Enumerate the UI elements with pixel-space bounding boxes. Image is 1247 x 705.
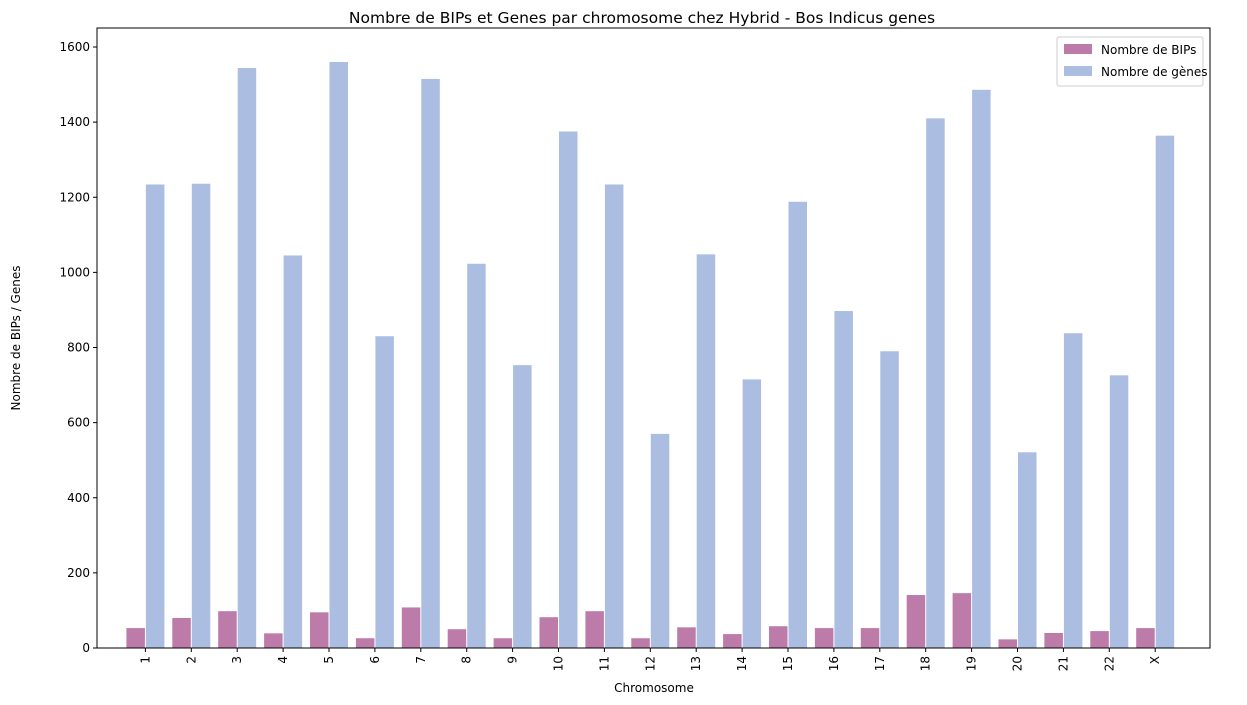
bar-bips-15 xyxy=(769,626,788,648)
bar-genes-21 xyxy=(1063,333,1083,648)
bar-bips-5 xyxy=(310,612,329,648)
y-axis-label: Nombre de BIPs / Genes xyxy=(9,266,23,411)
y-tick-label: 0 xyxy=(82,641,90,655)
x-tick-label: 19 xyxy=(965,656,979,671)
bar-genes-X xyxy=(1155,135,1175,648)
bar-bips-10 xyxy=(539,617,558,648)
y-tick-label: 200 xyxy=(67,566,90,580)
x-tick-label: 2 xyxy=(184,656,198,664)
bars-layer xyxy=(126,62,1175,649)
bar-bips-22 xyxy=(1090,631,1109,648)
bar-genes-9 xyxy=(513,365,532,648)
legend-label-bips: Nombre de BIPs xyxy=(1101,43,1196,57)
bar-genes-11 xyxy=(604,184,624,649)
bar-genes-2 xyxy=(191,183,211,649)
x-tick-label: 14 xyxy=(735,656,749,671)
x-tick-label: 17 xyxy=(873,656,887,671)
x-tick-label: 21 xyxy=(1056,656,1070,671)
y-tick-label: 1600 xyxy=(59,40,90,54)
bar-bips-17 xyxy=(860,628,880,648)
y-tick-label: 800 xyxy=(67,341,90,355)
bar-bips-2 xyxy=(172,617,191,648)
x-tick-label: 12 xyxy=(643,656,657,671)
bar-bips-3 xyxy=(218,611,237,648)
chart-title: Nombre de BIPs et Genes par chromosome c… xyxy=(349,9,935,27)
bar-bips-14 xyxy=(723,634,742,648)
bar-bips-16 xyxy=(814,628,834,648)
x-tick-label: 3 xyxy=(230,656,244,664)
bar-genes-1 xyxy=(145,184,165,649)
bar-bips-13 xyxy=(677,627,696,648)
bar-bips-9 xyxy=(493,638,513,648)
legend-swatch-bips xyxy=(1064,44,1092,54)
x-tick-label: 15 xyxy=(781,656,795,671)
x-tick-label: 8 xyxy=(460,656,474,664)
bar-genes-12 xyxy=(650,433,670,648)
y-tick-label: 400 xyxy=(67,491,90,505)
bar-bips-20 xyxy=(998,639,1017,648)
bar-bips-18 xyxy=(906,595,926,648)
bar-bips-7 xyxy=(401,607,421,648)
x-tick-label: 18 xyxy=(919,656,933,671)
x-tick-label: 5 xyxy=(322,656,336,664)
bar-genes-14 xyxy=(742,379,762,648)
bar-bips-12 xyxy=(631,638,650,648)
y-axis: 0 200 400 600 800 1000 1200 1400 1600 xyxy=(59,40,97,655)
bar-genes-22 xyxy=(1109,375,1129,648)
x-tick-label: X xyxy=(1148,656,1162,664)
x-axis: 1 2 3 4 5 6 7 8 9 10 11 12 13 14 15 16 17 18 19 20 21 22 X xyxy=(138,648,1162,671)
bar-bips-21 xyxy=(1044,632,1063,648)
bar-genes-19 xyxy=(972,89,991,648)
bar-bips-11 xyxy=(585,611,604,648)
x-tick-label: 10 xyxy=(552,656,566,671)
x-tick-label: 1 xyxy=(138,656,152,664)
bar-genes-5 xyxy=(329,62,348,648)
x-tick-label: 4 xyxy=(276,656,290,664)
x-tick-label: 11 xyxy=(597,656,611,671)
x-tick-label: 9 xyxy=(506,656,520,664)
x-axis-label: Chromosome xyxy=(614,681,694,695)
legend-swatch-genes xyxy=(1064,66,1092,76)
bar-genes-18 xyxy=(926,118,945,649)
x-tick-label: 16 xyxy=(827,656,841,671)
bar-bips-6 xyxy=(355,638,375,648)
y-tick-label: 1200 xyxy=(59,190,90,204)
x-tick-label: 7 xyxy=(414,656,428,664)
bar-genes-15 xyxy=(788,201,807,648)
y-tick-label: 1400 xyxy=(59,115,90,129)
bar-genes-6 xyxy=(375,336,394,648)
bar-genes-10 xyxy=(559,131,578,648)
bar-genes-17 xyxy=(880,351,899,648)
bar-genes-20 xyxy=(1018,452,1037,648)
x-tick-label: 13 xyxy=(689,656,703,671)
bar-genes-4 xyxy=(283,255,303,648)
bar-bips-19 xyxy=(952,593,972,648)
bar-bips-8 xyxy=(447,629,467,648)
x-tick-label: 6 xyxy=(368,656,382,664)
bar-genes-13 xyxy=(696,254,716,648)
bar-genes-8 xyxy=(467,263,486,648)
x-tick-label: 22 xyxy=(1102,656,1116,671)
plot-frame xyxy=(96,27,1211,649)
x-tick-label: 20 xyxy=(1011,656,1025,671)
legend-label-genes: Nombre de gènes xyxy=(1101,65,1208,79)
legend: Nombre de BIPs Nombre de gènes xyxy=(1056,36,1208,87)
bar-genes-3 xyxy=(237,68,257,648)
bar-bips-4 xyxy=(264,633,283,648)
y-tick-label: 1000 xyxy=(59,265,90,279)
bar-bips-X xyxy=(1136,628,1155,648)
y-tick-label: 600 xyxy=(67,416,90,430)
bar-genes-16 xyxy=(834,311,853,648)
legend-frame xyxy=(1056,36,1204,87)
bar-genes-7 xyxy=(421,78,440,649)
bar-bips-1 xyxy=(126,628,145,648)
